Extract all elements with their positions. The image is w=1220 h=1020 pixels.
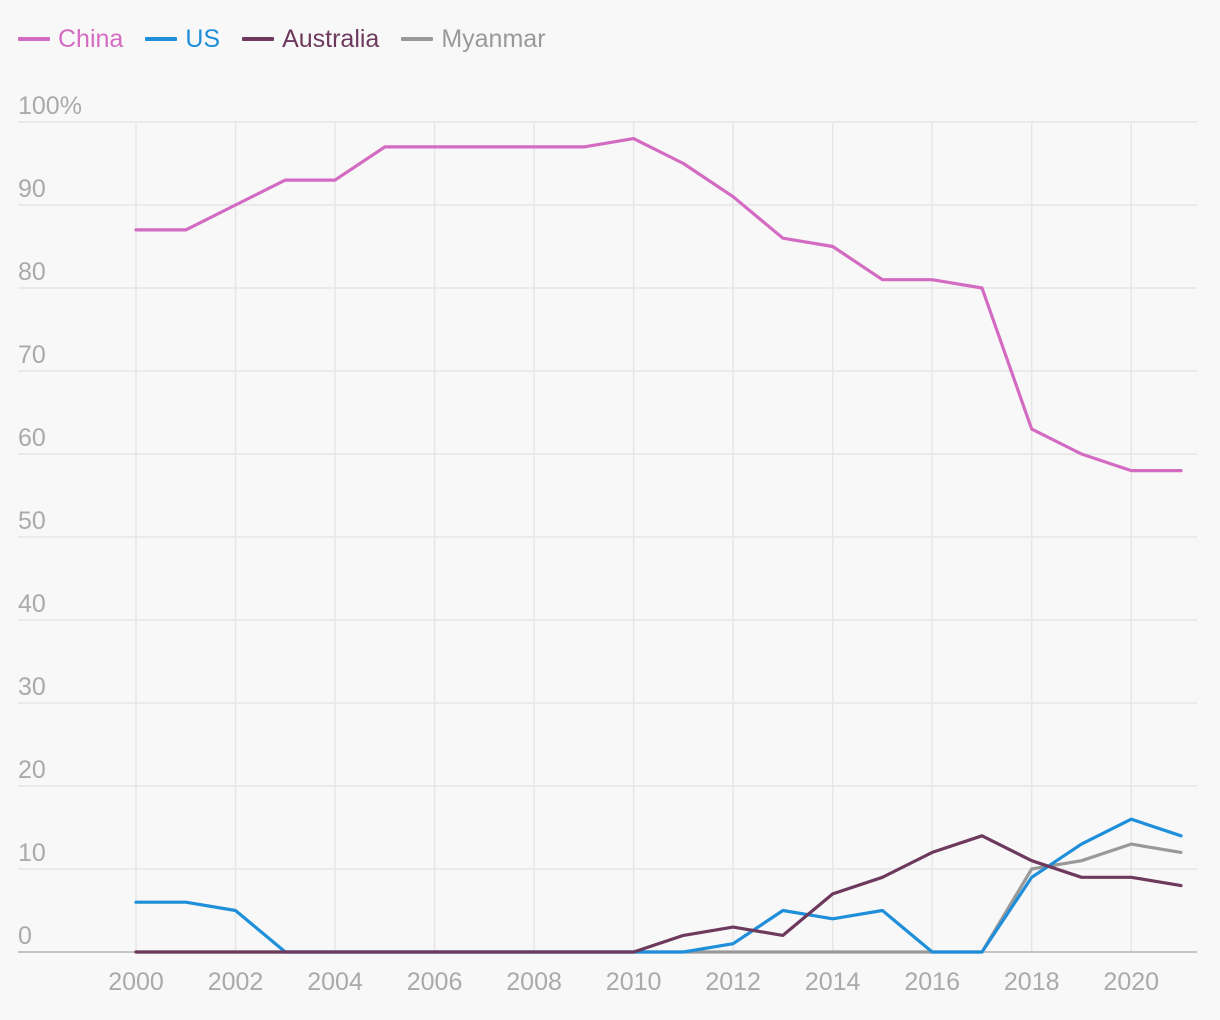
x-tick-label: 2004	[307, 968, 363, 996]
x-tick-label: 2014	[805, 968, 861, 996]
legend-item-australia: Australia	[242, 22, 379, 56]
y-tick-label: 80	[18, 258, 46, 286]
y-tick-label: 40	[18, 590, 46, 618]
y-tick-labels: 100% 90 80 70 60 50 40 30 20 10 0	[18, 92, 82, 950]
gridlines	[18, 121, 1197, 952]
series-line-china	[134, 137, 1183, 473]
x-tick-label: 2018	[1004, 968, 1060, 996]
x-tick-label: 2000	[108, 968, 164, 996]
legend-item-us: US	[145, 22, 220, 56]
y-tick-label: 10	[18, 839, 46, 867]
y-tick-label: 30	[18, 673, 46, 701]
legend: China US Australia Myanmar	[18, 22, 568, 56]
y-tick-label: 20	[18, 756, 46, 784]
series-line-australia	[134, 834, 1183, 954]
x-tick-label: 2012	[705, 968, 761, 996]
y-tick-label: 50	[18, 507, 46, 535]
legend-swatch	[401, 37, 434, 41]
y-tick-label: 0	[18, 922, 32, 950]
x-tick-label: 2002	[208, 968, 264, 996]
series-line-us	[134, 817, 1183, 954]
legend-label: Australia	[282, 25, 380, 53]
x-tick-label: 2016	[904, 968, 960, 996]
legend-label: US	[185, 25, 221, 53]
legend-item-china: China	[18, 22, 123, 56]
legend-swatch	[145, 37, 178, 41]
x-tick-label: 2020	[1103, 968, 1159, 996]
legend-label: Myanmar	[441, 25, 546, 53]
y-tick-label: 100%	[18, 92, 82, 120]
legend-item-myanmar: Myanmar	[401, 22, 546, 56]
y-tick-label: 90	[18, 175, 46, 203]
series-line-myanmar	[134, 842, 1183, 954]
legend-label: China	[58, 25, 124, 53]
legend-swatch	[242, 37, 275, 41]
x-tick-label: 2010	[606, 968, 662, 996]
y-tick-label: 70	[18, 341, 46, 369]
y-tick-label: 60	[18, 424, 46, 452]
x-tick-label: 2008	[506, 968, 562, 996]
x-tick-label: 2006	[407, 968, 463, 996]
legend-swatch	[18, 37, 50, 41]
x-tick-labels: 2000 2002 2004 2006 2008 2010 2012 2014 2016 2018…	[108, 968, 1159, 996]
